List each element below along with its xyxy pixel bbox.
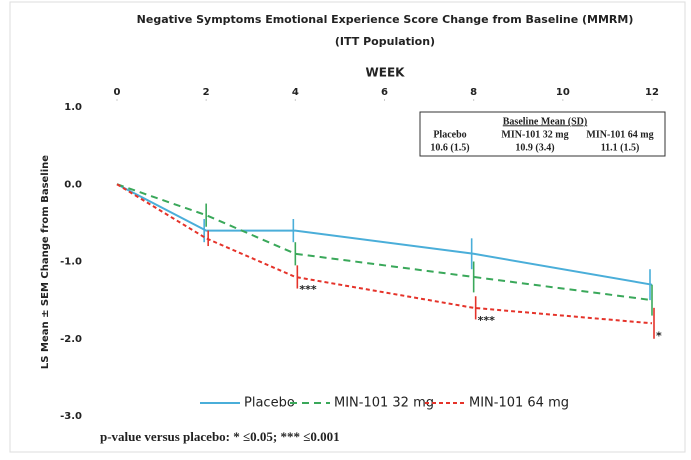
significance-label: ***: [299, 283, 317, 296]
baseline-value: 10.6 (1.5): [430, 142, 469, 153]
legend-label: MIN-101 32 mg: [334, 396, 434, 411]
chart-frame: [9, 1, 686, 453]
x-tick-label: 2: [203, 87, 210, 98]
significance-label: *: [656, 329, 662, 342]
legend-label: Placebo: [244, 396, 295, 411]
baseline-column: MIN-101 64 mg: [586, 129, 653, 140]
chart-title: Negative Symptoms Emotional Experience S…: [137, 13, 634, 26]
baseline-column: MIN-101 32 mg: [501, 129, 568, 140]
y-axis-label: LS Mean ± SEM Change from Baseline: [40, 155, 51, 369]
series-line: [116, 183, 653, 325]
x-tick-label: 4: [292, 87, 299, 98]
y-tick-label: -2.0: [60, 334, 82, 345]
legend-label: MIN-101 64 mg: [469, 396, 569, 411]
baseline-column: Placebo: [433, 129, 466, 140]
x-tick-label: 8: [470, 87, 477, 98]
series-line: [116, 183, 653, 286]
x-tick-label: 6: [381, 87, 388, 98]
x-tick-label: 0: [114, 87, 121, 98]
y-tick-label: -1.0: [60, 257, 82, 268]
series-line: [116, 183, 653, 302]
chart-subtitle: (ITT Population): [335, 35, 435, 48]
x-tick-label: 10: [556, 87, 570, 98]
x-axis-label: WEEK: [366, 66, 406, 80]
baseline-value: 10.9 (3.4): [515, 142, 554, 153]
baseline-value: 11.1 (1.5): [601, 142, 640, 153]
footnote: p-value versus placebo: * ≤0.05; *** ≤0.…: [100, 429, 340, 444]
y-tick-label: 0.0: [64, 179, 82, 190]
y-tick-label: 1.0: [64, 102, 82, 113]
x-tick-label: 12: [645, 87, 659, 98]
baseline-box: [419, 111, 666, 157]
significance-label: ***: [478, 314, 496, 327]
y-tick-label: -3.0: [60, 411, 82, 422]
baseline-title: Baseline Mean (SD): [503, 116, 587, 127]
